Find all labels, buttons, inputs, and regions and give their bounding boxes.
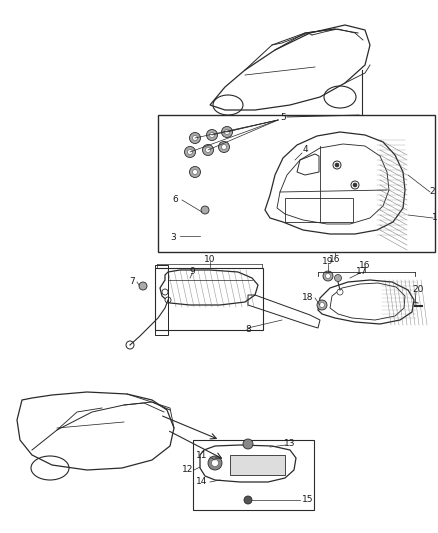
Circle shape [201, 206, 209, 214]
Text: 18: 18 [302, 294, 314, 303]
Circle shape [139, 282, 147, 290]
Text: 13: 13 [284, 439, 296, 448]
Text: 16: 16 [329, 255, 341, 264]
Circle shape [192, 135, 198, 141]
Text: 20: 20 [412, 286, 424, 295]
Circle shape [165, 297, 171, 303]
Circle shape [184, 147, 195, 157]
Circle shape [335, 274, 342, 281]
Circle shape [212, 459, 219, 466]
Circle shape [244, 496, 252, 504]
Text: 8: 8 [245, 326, 251, 335]
Circle shape [351, 181, 359, 189]
Text: 4: 4 [302, 146, 308, 155]
Circle shape [222, 126, 233, 138]
Bar [285, 198, 353, 222]
Bar [193, 440, 314, 510]
Circle shape [222, 144, 226, 149]
Circle shape [325, 273, 331, 279]
Text: 1: 1 [432, 214, 438, 222]
Circle shape [219, 141, 230, 152]
Circle shape [190, 133, 201, 143]
Bar [155, 268, 263, 330]
Bar [230, 455, 285, 475]
Text: 9: 9 [189, 268, 195, 277]
Circle shape [353, 183, 357, 187]
Circle shape [205, 148, 211, 152]
Text: 14: 14 [196, 478, 207, 487]
Text: 11: 11 [195, 450, 207, 459]
Circle shape [208, 456, 222, 470]
Circle shape [319, 303, 325, 308]
Text: 6: 6 [172, 196, 178, 205]
Circle shape [243, 439, 253, 449]
Circle shape [126, 341, 134, 349]
Text: 15: 15 [302, 496, 314, 505]
Circle shape [190, 166, 201, 177]
Circle shape [323, 271, 333, 281]
Circle shape [209, 133, 215, 138]
Circle shape [335, 163, 339, 167]
Text: 2: 2 [429, 188, 435, 197]
Text: 7: 7 [129, 278, 135, 287]
Circle shape [317, 300, 327, 310]
Text: 17: 17 [356, 268, 368, 277]
Bar [158, 115, 435, 252]
Circle shape [162, 289, 168, 295]
Text: 16: 16 [359, 261, 371, 270]
Text: 3: 3 [170, 233, 176, 243]
Circle shape [225, 130, 230, 134]
Text: 19: 19 [322, 257, 334, 266]
Circle shape [333, 161, 341, 169]
Circle shape [187, 149, 192, 155]
Circle shape [206, 130, 218, 141]
Circle shape [192, 169, 198, 174]
Text: 5: 5 [280, 114, 286, 123]
Text: 10: 10 [204, 255, 216, 264]
Circle shape [202, 144, 213, 156]
Circle shape [337, 289, 343, 295]
Text: 12: 12 [182, 465, 194, 474]
